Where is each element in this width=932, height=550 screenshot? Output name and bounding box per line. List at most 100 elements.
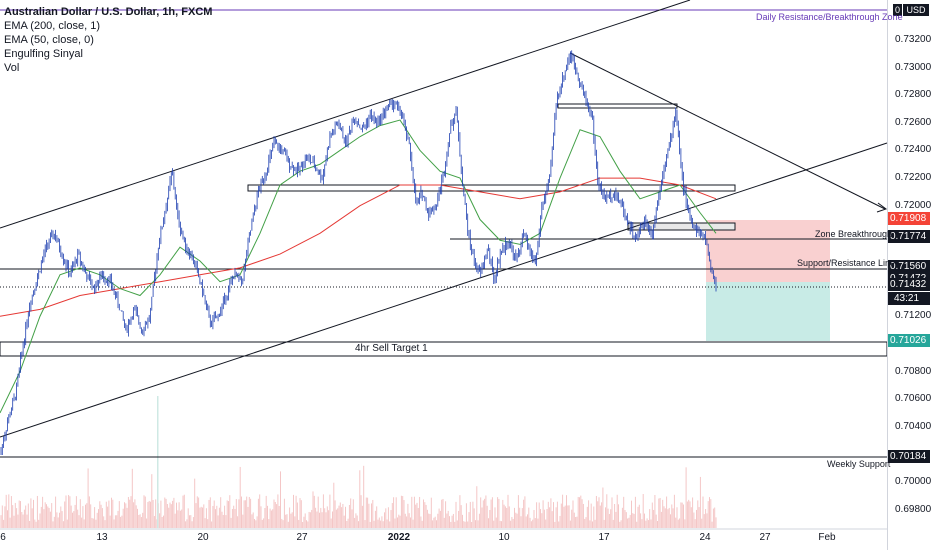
volume-bar <box>105 501 107 528</box>
volume-bar <box>432 520 434 528</box>
volume-bar <box>212 505 214 528</box>
volume-bar <box>655 514 657 528</box>
channel-upper-line[interactable] <box>0 0 691 229</box>
volume-bar <box>155 499 157 528</box>
price-badge-label: 0.70184 <box>888 450 930 464</box>
currency-flag-badge[interactable]: 0 <box>893 4 902 16</box>
volume-bar <box>57 517 59 528</box>
resistance-zone-rect[interactable] <box>247 184 736 192</box>
volume-bar <box>680 502 682 528</box>
breakthrough-zone-rect[interactable] <box>627 222 736 231</box>
volume-bar <box>415 504 417 528</box>
volume-bar <box>199 507 201 528</box>
volume-bar <box>147 502 149 528</box>
ema-50-legend[interactable]: EMA (50, close, 0) <box>4 34 94 46</box>
volume-bar <box>335 509 337 528</box>
volume-bar <box>355 513 357 528</box>
volume-bar <box>640 513 642 528</box>
volume-bar <box>491 497 493 528</box>
volume-bar <box>321 512 323 528</box>
volume-bar <box>420 516 422 528</box>
ema-200-legend[interactable]: EMA (200, close, 1) <box>4 20 100 32</box>
volume-bar <box>499 520 501 528</box>
volume-bar <box>309 512 311 528</box>
channel-lower-line[interactable] <box>0 142 888 438</box>
currency-badge[interactable]: USD <box>903 4 929 16</box>
volume-bar <box>304 513 306 528</box>
ema-50-series[interactable] <box>0 119 717 414</box>
volume-bar <box>23 509 25 528</box>
volume-bar <box>367 497 369 528</box>
volume-bar <box>170 504 172 528</box>
volume-bar <box>372 499 374 528</box>
volume-bar <box>545 519 547 528</box>
time-tick-label: 17 <box>598 532 610 543</box>
volume-bar <box>685 467 687 528</box>
volume-bar <box>238 499 240 528</box>
volume-bar <box>204 518 206 528</box>
volume-bar <box>663 506 665 528</box>
ema-50-line <box>0 119 717 414</box>
volume-bar <box>384 512 385 528</box>
volume-bar <box>337 508 339 528</box>
position-zones <box>706 220 830 341</box>
volume-bar <box>49 511 51 528</box>
volume-bar <box>322 494 324 528</box>
volume-bar <box>694 519 696 528</box>
volume-bar <box>306 520 307 528</box>
volume-bar <box>272 509 274 528</box>
volume-bar <box>584 518 586 528</box>
volume-bar <box>495 517 497 528</box>
volume-bar <box>88 496 90 528</box>
volume-bar <box>624 510 626 528</box>
volume-bar <box>334 500 336 528</box>
time-tick-label: Feb <box>818 532 836 543</box>
volume-bar <box>190 515 192 528</box>
volume-bar <box>632 513 634 528</box>
volume-bar <box>429 514 431 528</box>
volume-bar <box>211 521 213 528</box>
volume-bar <box>373 520 375 528</box>
volume-bar <box>376 506 378 528</box>
descending-trendline[interactable] <box>569 52 886 210</box>
sell-target-box[interactable] <box>0 341 888 357</box>
volume-bar <box>329 494 331 528</box>
volume-bar <box>278 505 280 528</box>
vol-legend[interactable]: Vol <box>4 62 20 74</box>
volume-bar <box>395 497 397 528</box>
ema-200-series[interactable] <box>0 177 717 317</box>
volume-bar <box>458 510 460 528</box>
volume-bar <box>525 516 527 528</box>
price-badge-label: 0.71432 <box>888 277 930 291</box>
symbol-title[interactable]: Australian Dollar / U.S. Dollar, 1h, FXC… <box>4 6 213 18</box>
volume-bar <box>651 502 653 528</box>
volume-bar <box>597 501 599 528</box>
volume-bar <box>391 503 393 528</box>
volume-bar <box>274 501 276 528</box>
volume-bar <box>504 506 506 528</box>
volume-bar <box>18 500 20 528</box>
volume-bar <box>303 516 305 528</box>
volume-bar <box>514 507 515 528</box>
volume-bar <box>621 507 623 528</box>
volume-bar <box>710 499 712 528</box>
take-profit-zone[interactable] <box>706 282 830 341</box>
volume-bar <box>569 520 571 528</box>
volume-bar <box>10 496 12 528</box>
volume-bar <box>182 495 184 528</box>
volume-spike-bar <box>157 396 159 528</box>
volume-bar <box>390 510 392 528</box>
volume-bar <box>681 502 683 528</box>
volume-bar <box>693 512 695 528</box>
volume-bar <box>424 502 426 528</box>
top-zone-rect[interactable] <box>557 103 678 109</box>
volume-bar <box>380 520 382 528</box>
volume-bar <box>636 521 638 528</box>
volume-bar <box>185 521 187 528</box>
volume-bar <box>645 520 647 528</box>
engulfing-legend[interactable]: Engulfing Sinyal <box>4 48 83 60</box>
volume-bar <box>248 496 250 528</box>
volume-bar <box>221 511 223 528</box>
volume-bar <box>709 497 710 528</box>
